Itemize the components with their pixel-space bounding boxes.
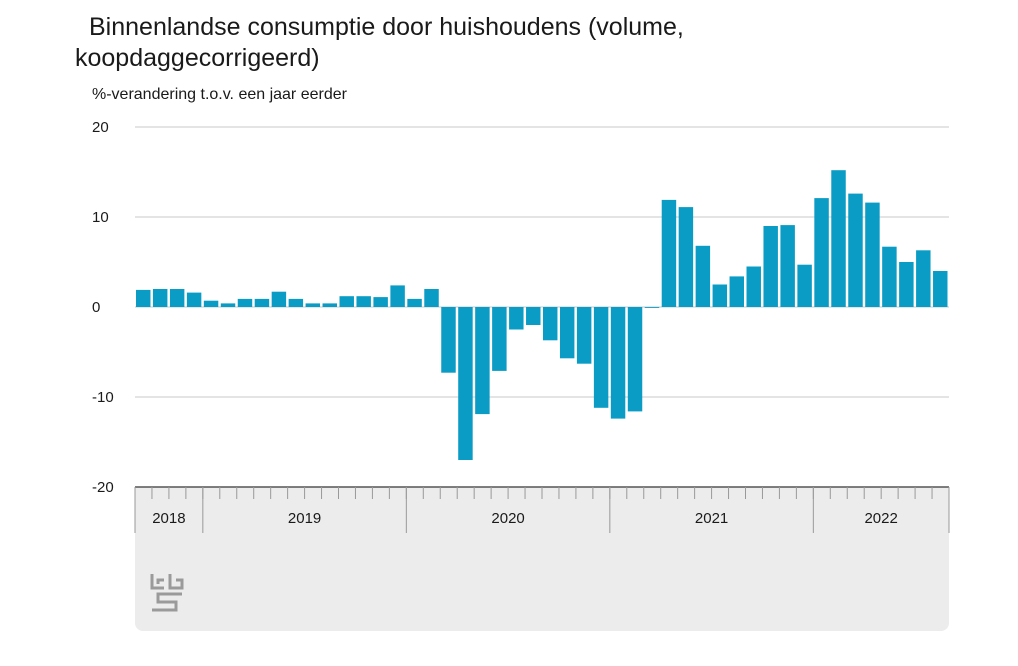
- y-tick-label: -10: [92, 389, 114, 406]
- y-axis-label: %-verandering t.o.v. een jaar eerder: [92, 86, 347, 103]
- bar: [186, 292, 202, 307]
- bar: [543, 307, 558, 341]
- chart-title: Binnenlandse consumptie door huishoudens…: [75, 13, 684, 72]
- bar: [356, 296, 371, 307]
- bar: [526, 307, 541, 325]
- bar: [848, 193, 863, 307]
- bar: [933, 271, 948, 307]
- bar: [763, 226, 778, 307]
- bar: [865, 202, 880, 307]
- x-year-label: 2021: [695, 510, 728, 527]
- cbs-logo-icon: [150, 574, 184, 612]
- bar: [305, 303, 321, 307]
- bar: [203, 300, 219, 307]
- bar: [509, 307, 524, 330]
- bar: [780, 225, 795, 307]
- bar: [220, 303, 236, 307]
- bar: [882, 246, 897, 307]
- x-year-label: 2019: [288, 510, 321, 527]
- bar: [492, 307, 507, 371]
- bar: [797, 264, 812, 307]
- bar: [441, 307, 456, 373]
- bar: [593, 307, 609, 408]
- bar: [152, 289, 168, 307]
- bar: [136, 289, 151, 307]
- bar: [831, 170, 846, 307]
- bar: [644, 307, 660, 308]
- bar: [610, 307, 626, 419]
- bar: [712, 284, 728, 307]
- bar: [695, 245, 711, 307]
- x-year-label: 2020: [491, 510, 524, 527]
- bar: [322, 303, 337, 307]
- bar: [559, 307, 575, 359]
- bar: [407, 298, 422, 307]
- bar: [254, 298, 270, 307]
- bar: [729, 276, 744, 307]
- bar: [271, 291, 287, 307]
- bar: [237, 298, 253, 307]
- bar: [424, 289, 439, 307]
- x-year-label: 2018: [152, 510, 185, 527]
- bar: [576, 307, 592, 364]
- bar: [339, 296, 354, 307]
- y-tick-label: -20: [92, 479, 114, 496]
- bar: [475, 307, 490, 415]
- bar: [746, 266, 761, 307]
- bar: [169, 289, 185, 307]
- y-tick-label: 20: [92, 119, 109, 136]
- bar: [814, 198, 829, 307]
- bar: [678, 207, 694, 307]
- y-tick-label: 0: [92, 299, 100, 316]
- bar: [288, 298, 304, 307]
- y-tick-label: 10: [92, 209, 109, 226]
- bar: [661, 199, 677, 307]
- bar: [458, 307, 473, 460]
- bar: [627, 307, 643, 412]
- bar: [899, 262, 914, 307]
- bar: [373, 297, 388, 307]
- bar: [390, 285, 405, 307]
- bar: [916, 250, 931, 307]
- x-year-label: 2022: [864, 510, 897, 527]
